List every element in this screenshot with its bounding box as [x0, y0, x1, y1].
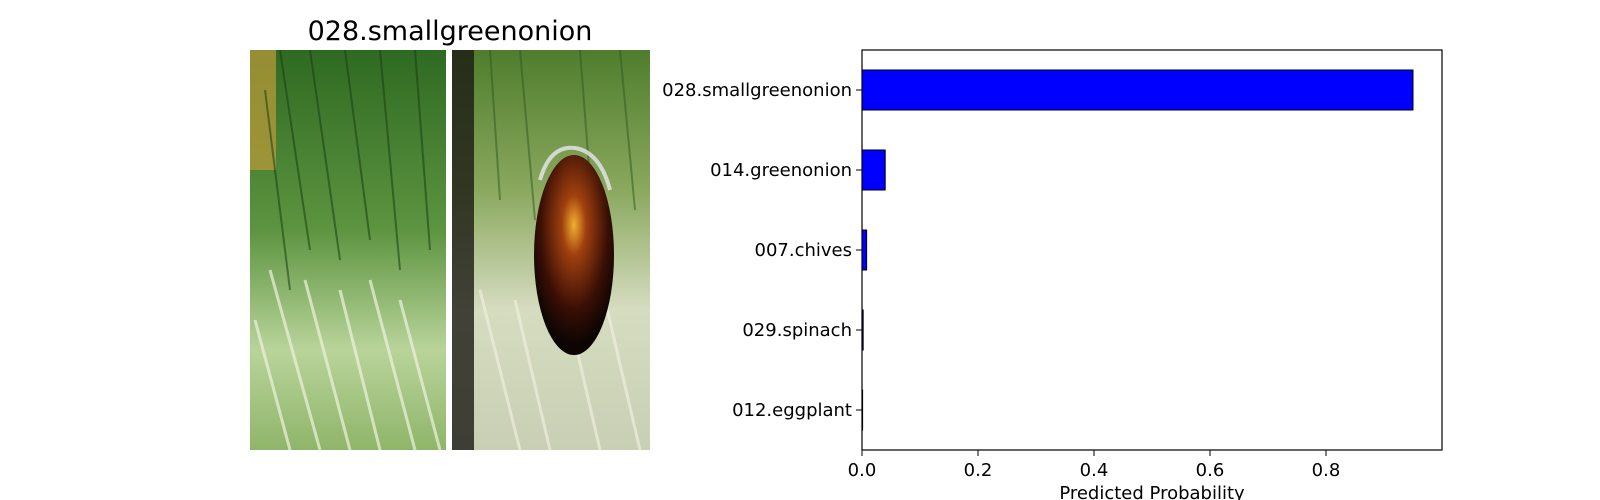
x-tick-label: 0.6: [1196, 460, 1225, 481]
y-axis-ticks: 028.smallgreenonion 014.greenonion 007.chi…: [662, 80, 862, 421]
y-tick-label: 028.smallgreenonion: [662, 80, 852, 101]
bar-007.chives: [861, 229, 868, 271]
bar-014.greenonion: [861, 149, 886, 191]
x-tick-label: 0.0: [848, 460, 877, 481]
x-axis-ticks: 0.0 0.2 0.4 0.6 0.8: [848, 450, 1341, 481]
food-image-panel: [250, 50, 650, 450]
y-tick-label: 007.chives: [755, 240, 853, 261]
x-tick-label: 0.2: [964, 460, 993, 481]
x-axis-title: Predicted Probability: [1059, 483, 1245, 500]
x-tick-label: 0.4: [1080, 460, 1109, 481]
right-photo: [452, 50, 650, 450]
y-tick-label: 029.spinach: [742, 320, 852, 341]
y-tick-label: 014.greenonion: [710, 160, 852, 181]
image-title: 028.smallgreenonion: [307, 16, 593, 47]
bars-group: [861, 69, 1414, 431]
x-tick-label: 0.8: [1312, 460, 1341, 481]
bar-028.smallgreenonion: [861, 69, 1414, 111]
y-tick-label: 012.eggplant: [732, 400, 852, 421]
left-photo: [250, 50, 446, 450]
dark-egg-overlay: [534, 155, 614, 355]
